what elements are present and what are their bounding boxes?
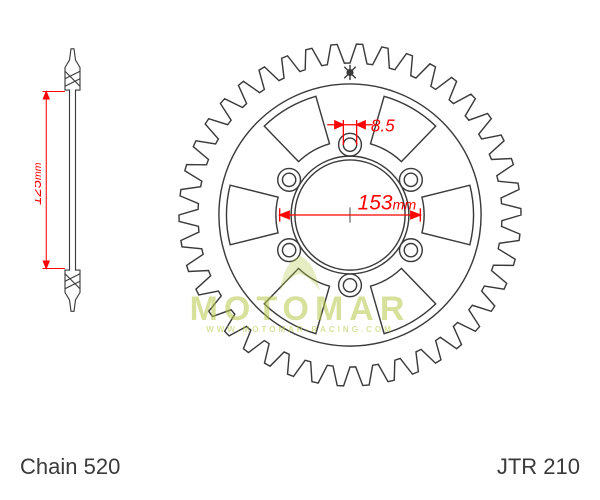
side-profile-view: 125mm bbox=[35, 45, 95, 385]
part-label: JTR 210 bbox=[497, 454, 580, 480]
sprocket-svg: 153mm 8.5 bbox=[160, 25, 540, 405]
sprocket-front-view: 153mm 8.5 bbox=[160, 25, 540, 405]
dim-8p5: 8.5 bbox=[371, 116, 395, 135]
bottom-labels: Chain 520 JTR 210 bbox=[20, 454, 580, 480]
side-profile-svg: 125mm bbox=[35, 45, 95, 315]
chain-label: Chain 520 bbox=[20, 454, 120, 480]
dim-125: 125mm bbox=[35, 162, 45, 205]
diagram-container: 125mm bbox=[0, 0, 600, 500]
